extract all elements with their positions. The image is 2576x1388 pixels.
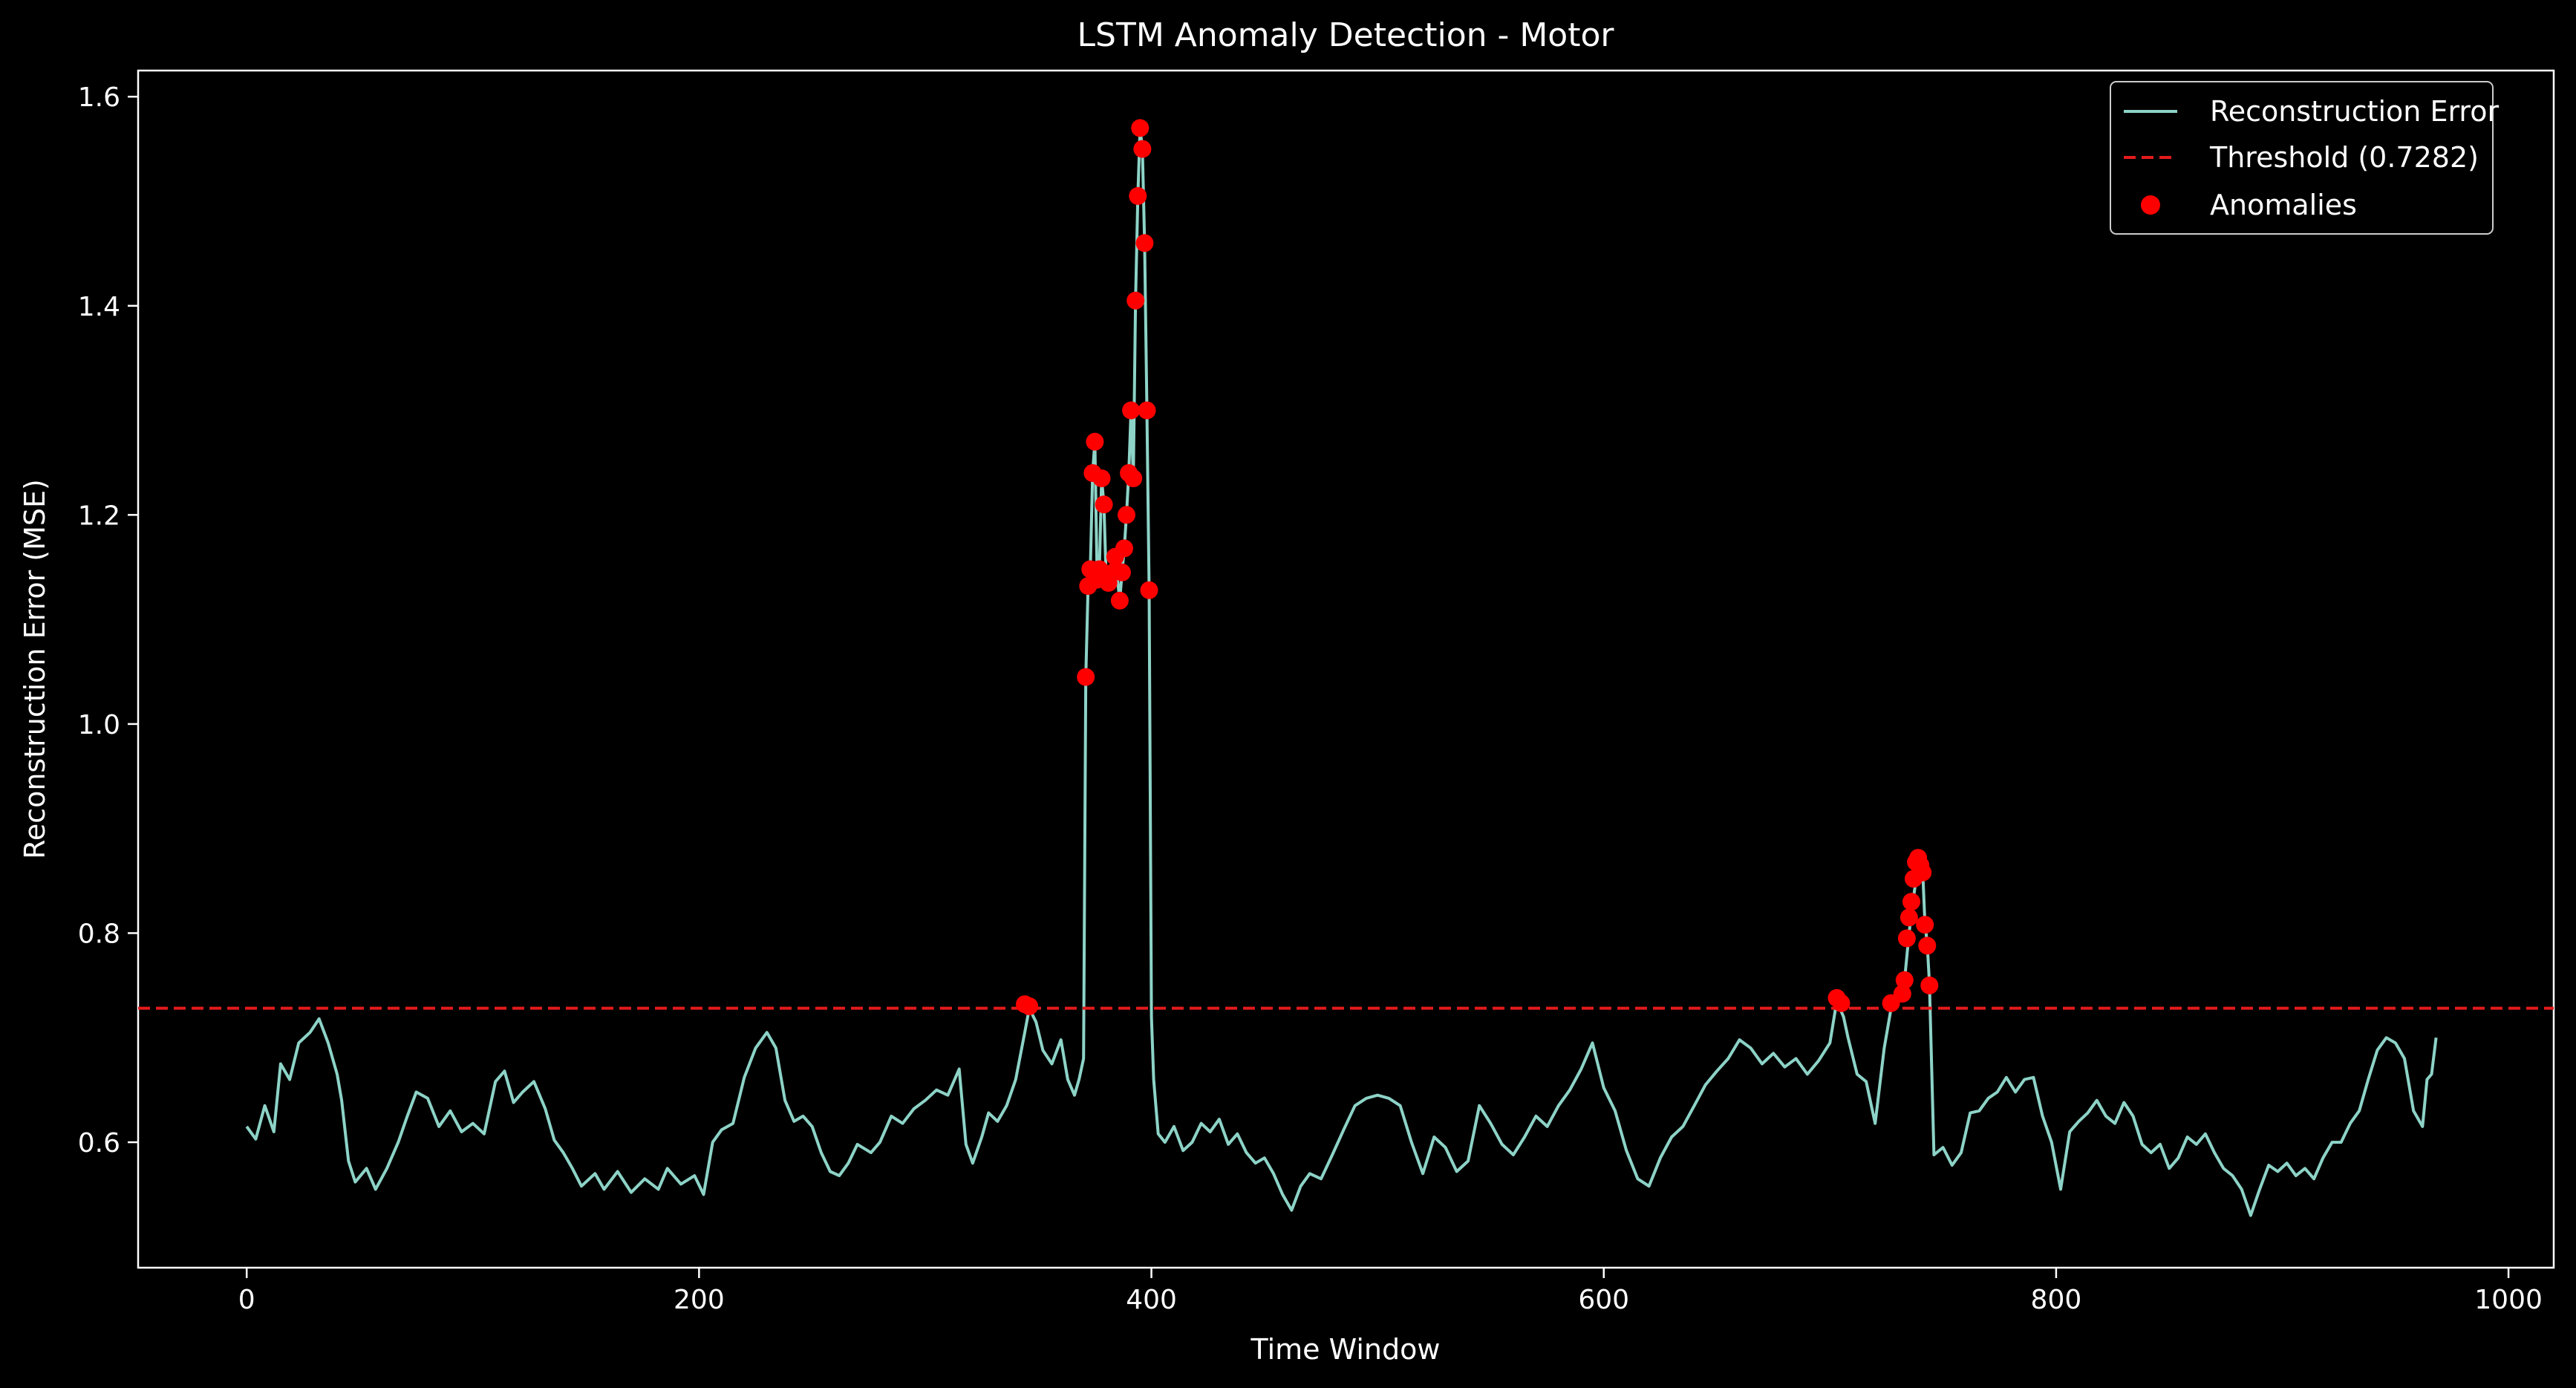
series-line-reconstruction-error (245, 126, 2438, 1217)
y-tick-label: 1.0 (78, 710, 120, 740)
anomaly-point (1086, 432, 1104, 451)
y-tick-label: 0.6 (78, 1128, 120, 1159)
anomaly-point (1895, 971, 1914, 989)
anomaly-point (1129, 186, 1147, 205)
y-tick-label: 1.2 (78, 501, 120, 531)
anomaly-point (1126, 291, 1145, 310)
anomaly-point (1077, 668, 1095, 686)
x-tick-label: 600 (1578, 1285, 1629, 1315)
anomaly-point (1122, 401, 1141, 420)
y-axis-label: Reconstruction Error (MSE) (19, 479, 51, 859)
anomaly-point (1095, 495, 1113, 514)
legend-marker-swatch (2141, 195, 2160, 215)
y-tick-label: 0.8 (78, 919, 120, 949)
anomaly-point (1092, 469, 1111, 488)
y-tick-label: 1.6 (78, 82, 120, 113)
chart-title: LSTM Anomaly Detection - Motor (1077, 16, 1615, 54)
anomaly-point (1900, 908, 1918, 927)
anomaly-point (1914, 863, 1932, 882)
anomaly-point (1113, 563, 1131, 581)
anomaly-point (1124, 469, 1143, 488)
anomaly-point (1131, 119, 1150, 137)
anomaly-point (1897, 929, 1916, 948)
anomaly-point (1133, 140, 1152, 158)
anomaly-point (1902, 893, 1920, 911)
axes-frame (137, 69, 2555, 1269)
anomaly-point (1920, 976, 1939, 994)
plot-area (137, 69, 2555, 1269)
x-tick-label: 200 (674, 1285, 725, 1315)
anomaly-point (1893, 985, 1911, 1003)
legend-label-anomalies: Anomalies (2210, 189, 2357, 221)
anomaly-point (1140, 581, 1158, 599)
anomaly-point (1135, 234, 1154, 252)
legend-label-threshold: Threshold (0.7282) (2209, 141, 2479, 174)
anomaly-point (1918, 936, 1937, 955)
x-axis-ticks: 0 200 400 600 800 1000 (238, 1268, 2543, 1315)
x-axis-label: Time Window (1250, 1333, 1441, 1366)
anomaly-point (1020, 997, 1039, 1015)
y-axis-ticks: 0.6 0.8 1.0 1.2 1.4 1.6 (78, 82, 138, 1159)
data-layer (138, 119, 2554, 1217)
legend-frame (2110, 81, 2494, 235)
legend: Reconstruction Error Threshold (0.7282) … (2110, 81, 2499, 235)
x-tick-label: 800 (2031, 1285, 2082, 1315)
anomaly-point (1832, 994, 1851, 1012)
x-tick-label: 0 (238, 1285, 255, 1315)
x-tick-label: 400 (1126, 1285, 1177, 1315)
anomaly-point (1118, 506, 1135, 524)
x-tick-label: 1000 (2474, 1285, 2543, 1315)
anomaly-point (1110, 591, 1129, 610)
anomaly-point (1916, 916, 1934, 934)
legend-label-reconstruction-error: Reconstruction Error (2210, 95, 2499, 128)
y-tick-label: 1.4 (78, 292, 120, 322)
anomaly-point (1138, 401, 1156, 420)
anomaly-point (1115, 539, 1133, 558)
